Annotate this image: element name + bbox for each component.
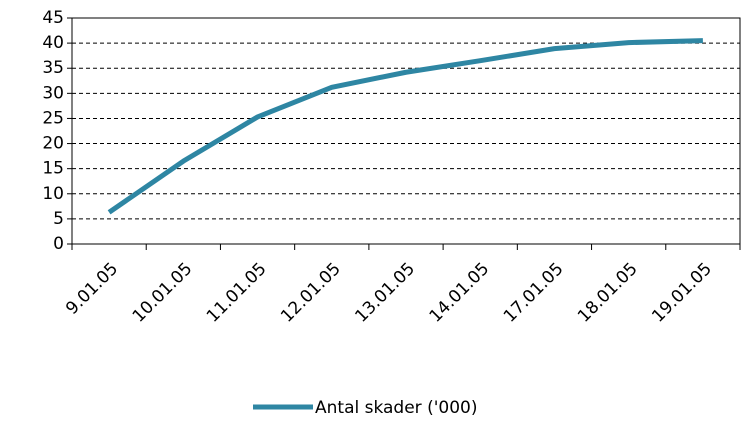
x-tick-label: 14.01.05	[426, 259, 494, 327]
x-tick-label: 18.01.05	[574, 259, 642, 327]
legend-label: Antal skader ('000)	[315, 398, 477, 418]
y-tick-label: 20	[42, 134, 64, 154]
x-tick-label: 10.01.05	[129, 259, 197, 327]
y-tick-label: 40	[42, 33, 64, 53]
plot-frame	[71, 17, 741, 245]
y-tick-label: 45	[42, 8, 64, 28]
y-tick-label: 30	[42, 83, 64, 103]
y-tick-label: 15	[42, 159, 64, 179]
x-tick-label: 19.01.05	[648, 259, 716, 327]
x-tick-label: 17.01.05	[500, 259, 568, 327]
y-tick-label: 35	[42, 58, 64, 78]
x-tick-label: 13.01.05	[351, 259, 419, 327]
x-tick-label: 11.01.05	[203, 259, 271, 327]
y-tick-label: 5	[53, 209, 64, 229]
y-tick-label: 0	[53, 234, 64, 254]
series-line	[107, 38, 703, 215]
y-tick-label: 25	[42, 108, 64, 128]
x-tick-label: 9.01.05	[62, 259, 122, 319]
y-tick-label: 10	[42, 184, 64, 204]
x-tick-label: 12.01.05	[277, 259, 345, 327]
